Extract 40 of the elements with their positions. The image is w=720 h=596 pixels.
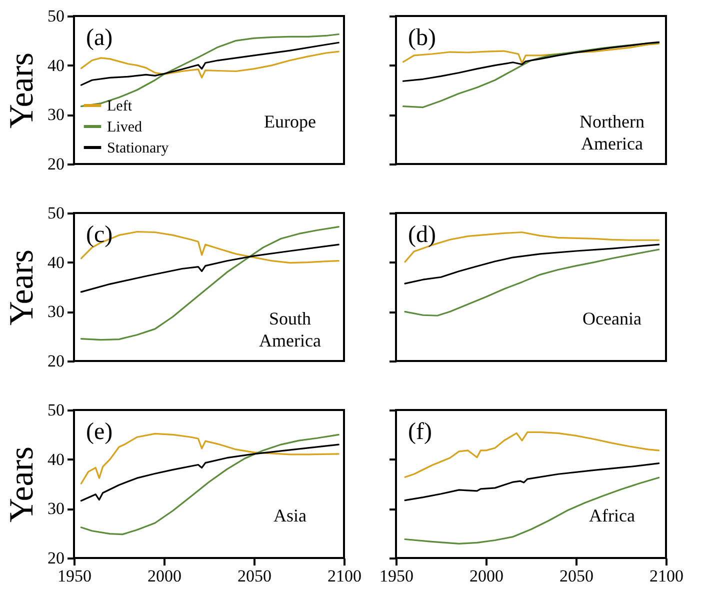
y-tick-label: 30 <box>48 105 64 124</box>
y-tick-label: 40 <box>48 252 64 272</box>
y-tick-label: 50 <box>48 204 64 222</box>
x-tick-label: 1950 <box>380 566 414 586</box>
annotation: (b) <box>408 25 436 51</box>
line-series <box>80 444 340 502</box>
annotation: (c) <box>86 222 113 248</box>
y-axis-title: Years <box>4 446 40 522</box>
x-tick-label: 2050 <box>238 566 272 586</box>
annotation: Northern America <box>580 112 644 154</box>
annotation: (d) <box>408 222 436 248</box>
y-tick-label: 20 <box>48 352 64 370</box>
y-tick-label: 50 <box>48 6 64 26</box>
legend-label: Left <box>107 98 133 114</box>
y-tick-label: 40 <box>48 450 64 469</box>
x-tick-label: 2000 <box>470 566 504 586</box>
annotation: (f) <box>408 419 432 445</box>
annotation: Oceania <box>582 308 642 329</box>
annotation: Asia <box>274 506 307 526</box>
annotation: (a) <box>86 25 113 51</box>
x-tick-label: 2100 <box>650 566 684 586</box>
x-tick-label: 2000 <box>148 566 182 586</box>
y-tick-label: 20 <box>48 548 64 568</box>
annotation: Africa <box>589 506 635 526</box>
y-tick-label: 20 <box>48 154 64 174</box>
y-axis-title: Years <box>4 52 40 128</box>
x-tick-label: 2050 <box>560 566 594 586</box>
legend-label: Stationary <box>107 140 170 156</box>
annotation: (e) <box>86 419 113 445</box>
x-tick-label: 2100 <box>328 566 362 586</box>
y-tick-label: 30 <box>48 302 64 322</box>
annotation: Europe <box>264 112 316 132</box>
y-tick-label: 30 <box>48 499 64 518</box>
y-axis-title: Years <box>4 250 40 326</box>
legend-label: Lived <box>107 120 142 136</box>
y-tick-label: 50 <box>48 400 64 420</box>
line-series <box>80 50 340 78</box>
x-tick-label: 1950 <box>58 566 92 586</box>
y-tick-label: 40 <box>48 56 64 75</box>
annotation: South America <box>259 308 321 351</box>
